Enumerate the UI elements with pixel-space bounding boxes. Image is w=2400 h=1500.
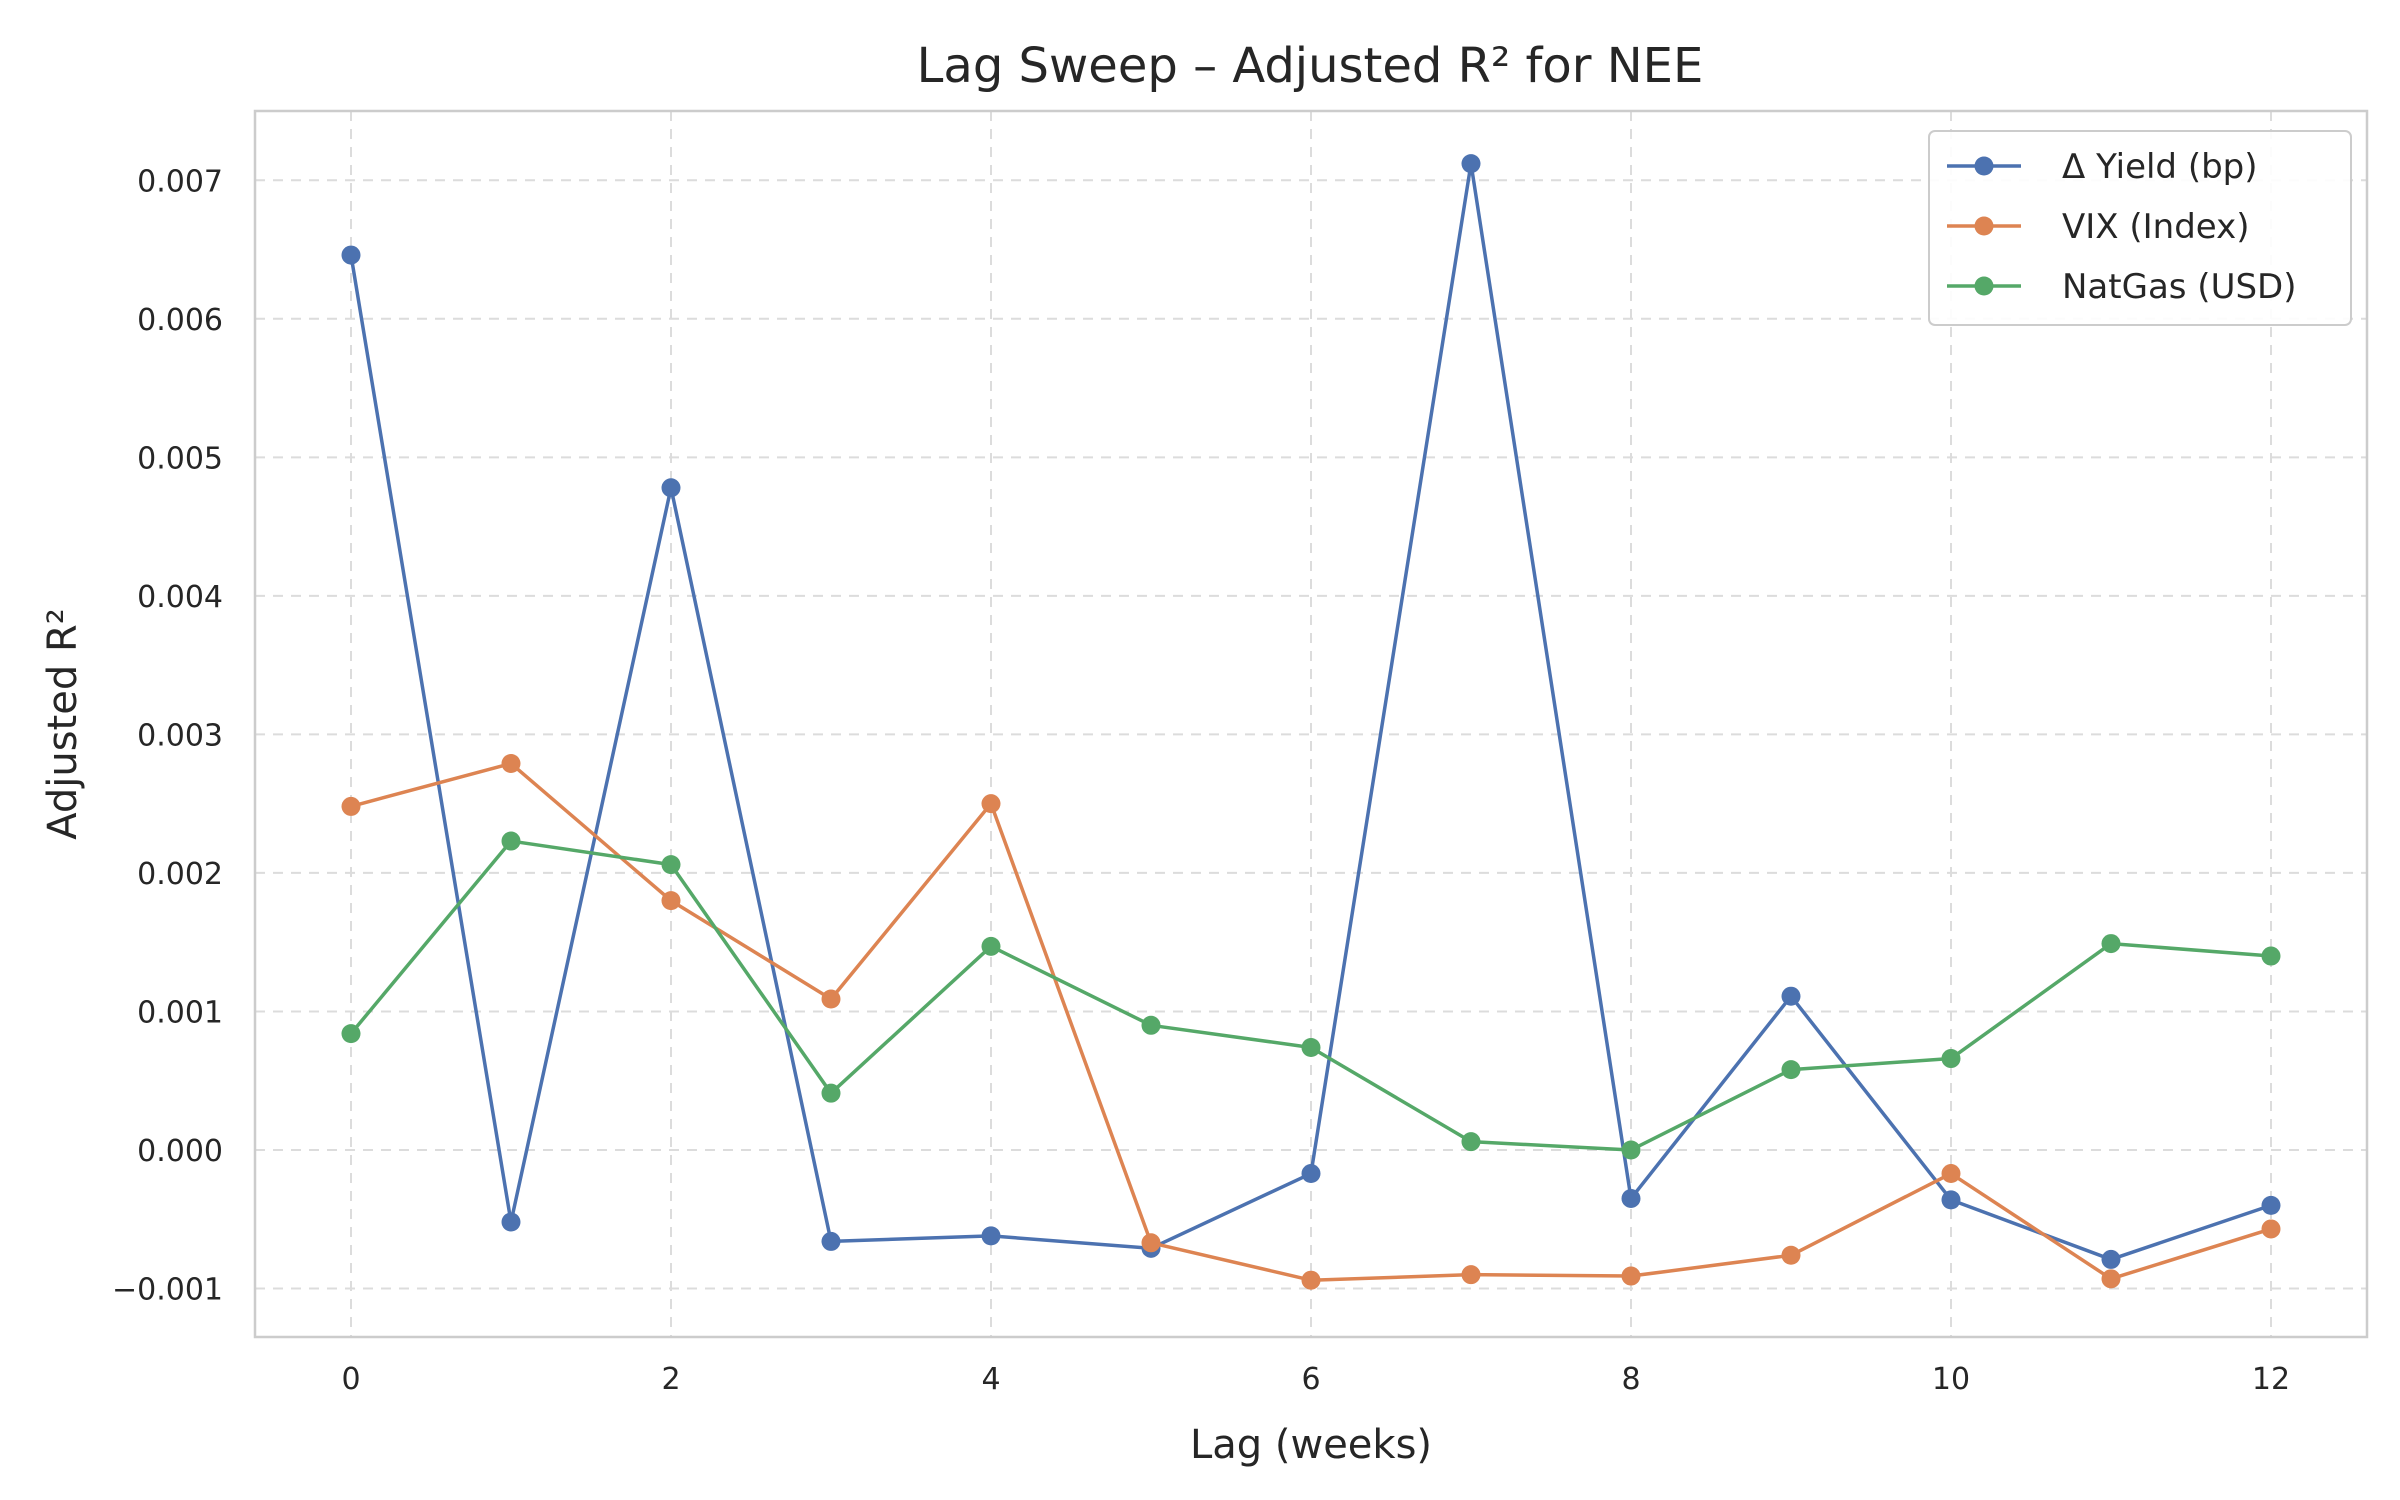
y-tick-label: 0.004 — [137, 580, 223, 615]
data-point — [1781, 986, 1801, 1006]
x-tick-label: 6 — [1301, 1362, 1320, 1397]
data-point — [2261, 1219, 2281, 1239]
data-point — [1621, 1140, 1641, 1160]
data-point — [981, 1226, 1001, 1246]
data-point — [501, 753, 521, 773]
data-point — [981, 794, 1001, 814]
legend-swatch-marker — [1974, 276, 1994, 296]
data-point — [1301, 1037, 1321, 1057]
data-point — [1621, 1188, 1641, 1208]
plot-frame — [253, 109, 2369, 1339]
series-group — [341, 753, 2281, 1290]
series-group — [341, 154, 2281, 1269]
data-point — [1941, 1049, 1961, 1069]
data-point — [1781, 1245, 1801, 1265]
y-tick-label: 0.006 — [137, 303, 223, 338]
data-point — [501, 1212, 521, 1232]
series-group — [341, 831, 2281, 1160]
data-point — [1301, 1270, 1321, 1290]
data-point — [1141, 1233, 1161, 1253]
data-point — [1141, 1015, 1161, 1035]
legend-label: NatGas (USD) — [2062, 267, 2296, 307]
data-point — [2101, 1249, 2121, 1269]
chart-title: Lag Sweep – Adjusted R² for NEE — [917, 38, 1704, 94]
y-tick-label: 0.001 — [137, 995, 223, 1030]
legend-box — [1928, 130, 2352, 326]
x-tick-label: 10 — [1932, 1362, 1970, 1397]
data-point — [1941, 1164, 1961, 1184]
data-point — [1621, 1266, 1641, 1286]
legend-swatch-marker — [1974, 156, 1994, 176]
x-tick-label: 12 — [2252, 1362, 2290, 1397]
data-point — [981, 936, 1001, 956]
y-tick-label: 0.007 — [137, 164, 223, 199]
data-point — [501, 831, 521, 851]
data-point — [341, 1024, 361, 1044]
tick-labels: 0 2 4 6 8 10 12 −0.001 0.000 0.001 0.002 0.003 0.004… — [112, 164, 2290, 1397]
data-point — [341, 245, 361, 265]
data-point — [2261, 1195, 2281, 1215]
data-point — [1461, 154, 1481, 174]
data-point — [2101, 934, 2121, 954]
data-point — [1461, 1132, 1481, 1152]
data-point — [821, 1231, 841, 1251]
y-tick-label: 0.005 — [137, 441, 223, 476]
data-point — [1461, 1265, 1481, 1285]
x-tick-label: 0 — [341, 1362, 360, 1397]
data-point — [341, 796, 361, 816]
y-tick-label: 0.000 — [137, 1134, 223, 1169]
data-point — [661, 855, 681, 875]
data-point — [661, 891, 681, 911]
x-tick-label: 8 — [1621, 1362, 1640, 1397]
data-point — [661, 478, 681, 498]
y-axis-label: Adjusted R² — [40, 608, 86, 840]
data-point — [1941, 1190, 1961, 1210]
legend-swatch-marker — [1974, 216, 1994, 236]
data-point — [821, 989, 841, 1009]
legend-label: Δ Yield (bp) — [2062, 147, 2258, 187]
series-layer — [341, 154, 2281, 1290]
y-tick-label: 0.002 — [137, 857, 223, 892]
grid — [255, 111, 2367, 1337]
data-point — [2261, 946, 2281, 966]
y-tick-label: −0.001 — [112, 1273, 223, 1308]
legend: Δ Yield (bp) VIX (Index) NatGas (USD) — [1928, 130, 2352, 326]
x-axis-label: Lag (weeks) — [1190, 1422, 1432, 1468]
data-point — [2101, 1269, 2121, 1289]
data-point — [1781, 1060, 1801, 1080]
data-point — [1301, 1164, 1321, 1184]
data-point — [821, 1083, 841, 1103]
x-tick-label: 4 — [981, 1362, 1000, 1397]
y-tick-label: 0.003 — [137, 718, 223, 753]
legend-label: VIX (Index) — [2062, 207, 2250, 247]
x-tick-label: 2 — [661, 1362, 680, 1397]
